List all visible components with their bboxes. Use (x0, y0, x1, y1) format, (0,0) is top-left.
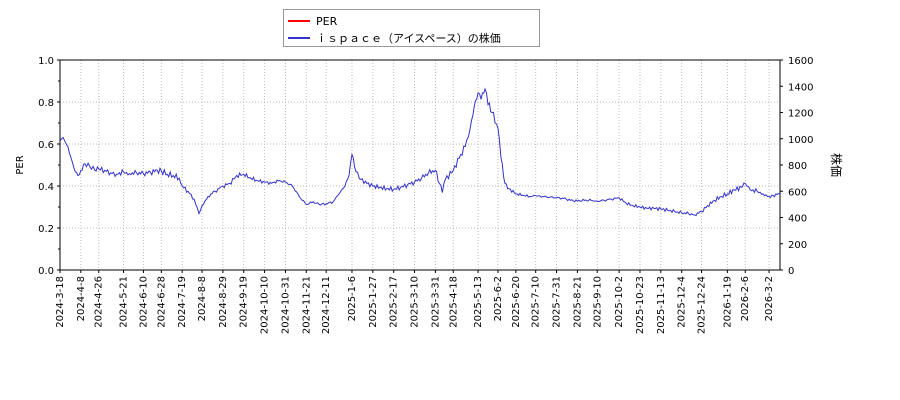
x-tick-label: 2026-3-2 (764, 276, 775, 321)
x-tick-label: 2025-3-10 (410, 276, 421, 328)
x-tick-label: 2025-1-27 (368, 276, 379, 328)
x-tick-label: 2025-12-4 (677, 276, 688, 328)
x-tick-label: 2025-9-10 (592, 276, 603, 328)
x-tick-label: 2026-2-6 (740, 276, 751, 321)
x-tick-label: 2024-3-18 (55, 276, 66, 328)
left-axis-ticks: 0.0 0.2 0.4 0.6 0.8 1.0 (38, 56, 60, 277)
y-left-tick-label: 0.8 (38, 98, 54, 109)
x-tick-label: 2024-10-10 (260, 276, 271, 334)
x-tick-label: 2025-7-10 (531, 276, 542, 328)
y-right-tick-label: 1200 (788, 109, 813, 120)
y-right-tick-label: 400 (788, 214, 807, 225)
grid (59, 59, 780, 271)
series-layer (59, 87, 781, 217)
legend-item-price: ｉｓｐａｃｅ（アイスペース）の株価 (288, 30, 501, 46)
x-tick-label: 2025-6-2 (493, 276, 504, 321)
legend: PER ｉｓｐａｃｅ（アイスペース）の株価 (283, 9, 540, 47)
x-tick-label: 2024-4-26 (94, 276, 105, 328)
x-tick-label: 2024-5-21 (119, 276, 130, 328)
x-tick-label: 2026-1-19 (722, 276, 733, 328)
y-right-tick-label: 1400 (788, 82, 813, 93)
x-tick-label: 2025-12-24 (697, 276, 708, 334)
y-right-tick-label: 600 (788, 187, 807, 198)
legend-swatch-price (288, 37, 310, 39)
x-tick-label: 2025-5-13 (473, 276, 484, 328)
x-tick-label: 2024-8-29 (218, 276, 229, 328)
x-tick-label: 2024-7-19 (177, 276, 188, 328)
x-tick-label: 2025-2-17 (389, 276, 400, 328)
x-tick-label: 2025-8-21 (572, 276, 583, 328)
legend-swatch-per (288, 20, 310, 22)
x-tick-label: 2024-6-10 (138, 276, 149, 328)
legend-item-per: PER (288, 13, 337, 29)
x-tick-label: 2025-3-31 (430, 276, 441, 328)
y-left-label: PER (15, 155, 26, 174)
y-right-tick-label: 1600 (788, 56, 813, 67)
x-tick-label: 2024-8-8 (197, 276, 208, 321)
y-right-tick-label: 800 (788, 161, 807, 172)
y-left-tick-label: 1.0 (38, 56, 54, 67)
y-left-tick-label: 0.2 (38, 224, 54, 235)
legend-label-price: ｉｓｐａｃｅ（アイスペース）の株価 (316, 32, 501, 45)
x-tick-label: 2025-4-18 (448, 276, 459, 328)
x-tick-label: 2025-10-23 (635, 276, 646, 334)
x-tick-label: 2024-12-11 (321, 276, 332, 334)
y-left-tick-label: 0.6 (38, 140, 54, 151)
x-tick-label: 2024-6-28 (156, 276, 167, 328)
legend-label-per: PER (316, 14, 338, 28)
y-right-label: 株価 (829, 153, 844, 177)
y-right-tick-label: 1000 (788, 135, 813, 146)
x-tick-label: 2024-10-31 (280, 276, 291, 334)
x-tick-label: 2024-11-21 (301, 276, 312, 334)
x-tick-label: 2025-10-2 (614, 276, 625, 328)
y-right-tick-label: 200 (788, 240, 807, 251)
x-tick-label: 2025-7-31 (552, 276, 563, 328)
y-left-tick-label: 0.0 (38, 266, 54, 277)
x-tick-label: 2025-6-20 (511, 276, 522, 328)
y-right-tick-label: 0 (788, 266, 794, 277)
x-tick-label: 2025-1-6 (347, 276, 358, 321)
x-tick-label: 2024-4-8 (76, 276, 87, 321)
y-left-tick-label: 0.4 (38, 182, 54, 193)
series-line-1 (59, 87, 781, 217)
right-axis-ticks: 0 200 400 600 800 1000 1200 1400 1600 (780, 56, 813, 277)
plot-area (59, 59, 781, 271)
x-axis-ticks: 2024-3-18 2024-4-8 2024-4-26 2024-5-21 2024-… (55, 270, 775, 334)
x-tick-label: 2024-9-19 (239, 276, 250, 328)
x-tick-label: 2025-11-13 (656, 276, 667, 334)
